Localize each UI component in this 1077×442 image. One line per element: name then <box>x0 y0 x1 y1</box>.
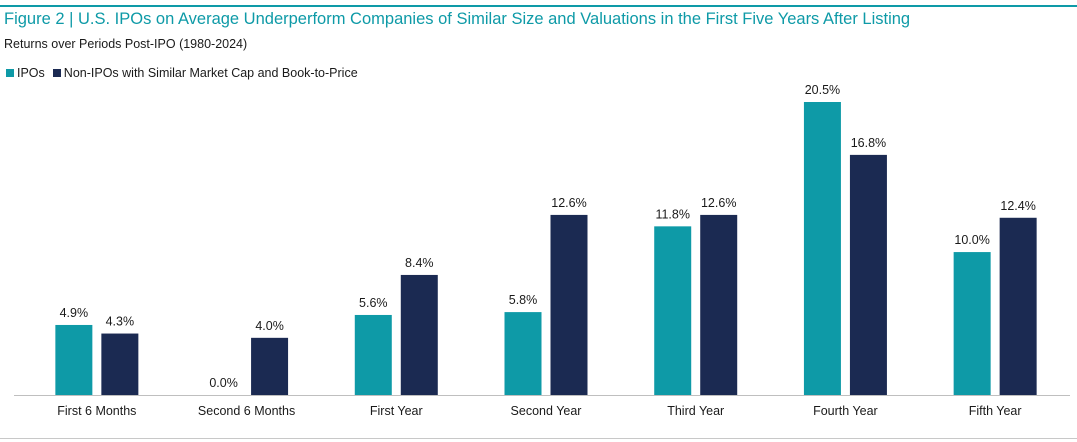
data-label-non-ipo-5: 16.8% <box>851 136 886 150</box>
data-label-ipo-6: 10.0% <box>954 233 989 247</box>
data-label-ipo-0: 4.9% <box>60 306 89 320</box>
bar-non-ipo-2 <box>400 274 438 395</box>
data-label-non-ipo-1: 4.0% <box>255 319 284 333</box>
chart-legend: IPOs Non-IPOs with Similar Market Cap an… <box>6 66 366 80</box>
data-label-ipo-5: 20.5% <box>805 83 840 97</box>
x-tick-label-4: Third Year <box>667 404 724 418</box>
bar-ipo-6 <box>953 252 991 395</box>
data-label-non-ipo-6: 12.4% <box>1000 199 1035 213</box>
x-tick-label-3: Second Year <box>511 404 582 418</box>
data-label-non-ipo-4: 12.6% <box>701 196 736 210</box>
figure-subtitle: Returns over Periods Post-IPO (1980-2024… <box>4 37 248 51</box>
bar-non-ipo-6 <box>999 217 1037 395</box>
bar-ipo-0 <box>55 324 93 395</box>
bar-ipo-4 <box>654 226 692 395</box>
legend-swatch-ipos <box>6 69 14 77</box>
bar-ipo-3 <box>504 312 542 395</box>
figure-title: Figure 2 | U.S. IPOs on Average Underper… <box>4 10 911 28</box>
data-label-ipo-4: 11.8% <box>655 207 690 221</box>
data-label-non-ipo-2: 8.4% <box>405 256 434 270</box>
x-tick-label-6: Fifth Year <box>969 404 1022 418</box>
x-tick-label-0: First 6 Months <box>57 404 136 418</box>
bar-non-ipo-1 <box>251 337 289 395</box>
bottom-rule <box>0 438 1077 439</box>
bar-non-ipo-5 <box>849 154 887 395</box>
legend-item-ipos: IPOs <box>6 66 45 80</box>
legend-item-non-ipos: Non-IPOs with Similar Market Cap and Boo… <box>52 66 358 80</box>
bar-ipo-2 <box>354 314 392 395</box>
legend-label-ipos: IPOs <box>17 66 45 80</box>
x-tick-label-1: Second 6 Months <box>198 404 295 418</box>
top-accent-rule <box>0 5 1077 7</box>
data-label-ipo-1: 0.0% <box>209 376 238 390</box>
x-tick-label-5: Fourth Year <box>813 404 878 418</box>
bar-non-ipo-4 <box>700 214 738 395</box>
data-label-non-ipo-3: 12.6% <box>551 196 586 210</box>
legend-swatch-non-ipos <box>52 69 61 77</box>
data-label-ipo-2: 5.6% <box>359 296 388 310</box>
legend-label-non-ipos: Non-IPOs with Similar Market Cap and Boo… <box>63 66 358 80</box>
bar-non-ipo-3 <box>550 214 588 395</box>
data-label-non-ipo-0: 4.3% <box>106 315 135 329</box>
x-tick-label-2: First Year <box>370 404 423 418</box>
bar-non-ipo-0 <box>101 333 139 395</box>
data-label-ipo-3: 5.8% <box>509 293 538 307</box>
bar-ipo-5 <box>803 102 841 395</box>
